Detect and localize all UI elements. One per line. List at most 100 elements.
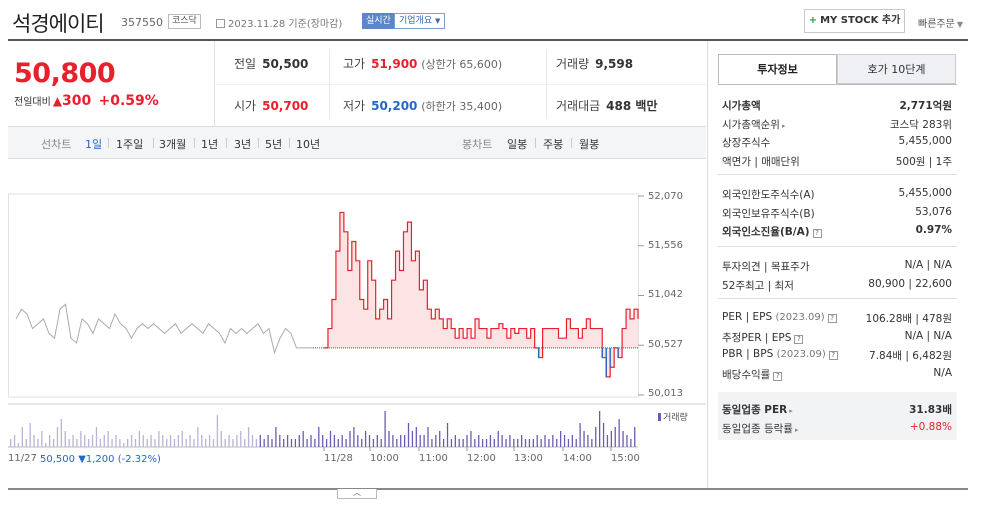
- volume-bar: [322, 435, 324, 447]
- base-date: 2023.11.28 기준(장마감): [216, 15, 342, 30]
- ind-per-label[interactable]: 동일업종 PER ▸: [722, 404, 793, 416]
- tab-1day[interactable]: 1일: [85, 138, 103, 151]
- volume-bar: [501, 435, 503, 447]
- volume-bar: [610, 431, 612, 447]
- volume-bar: [575, 439, 577, 447]
- tab-invest-info[interactable]: 투자정보: [718, 54, 837, 84]
- industry-box: [718, 392, 957, 440]
- volume-bar: [298, 435, 300, 447]
- volume-bar: [595, 427, 597, 447]
- info-row[interactable]: 동일업종 PER ▸ 31.83배: [722, 400, 954, 419]
- volume-bar: [630, 439, 632, 447]
- tab-1week[interactable]: 1주일: [116, 138, 144, 151]
- info-row[interactable]: 시가총액순위 ▸ 코스닥 283위: [722, 115, 954, 134]
- series-line-11-28: [324, 211, 639, 378]
- price-chart[interactable]: 52,070 51,556 51,042 50,527 50,013 거래량 1…: [8, 160, 706, 490]
- tab-daily[interactable]: 일봉: [507, 138, 528, 151]
- current-price-box: 50,800 전일대비 ▲300 +0.59%: [8, 41, 215, 126]
- tab-monthly[interactable]: 월봉: [579, 138, 600, 151]
- volume-bar: [528, 439, 531, 447]
- collapse-toggle-button[interactable]: ︿: [337, 489, 377, 499]
- series-area-11-28: [324, 212, 638, 377]
- volume-bar: [228, 435, 230, 447]
- divider: [718, 246, 957, 247]
- volume-bar: [60, 419, 63, 447]
- price-chart-svg: [8, 193, 706, 451]
- x-tick-label: 11/27: [8, 453, 37, 464]
- est-per-value: N/A | N/A: [904, 329, 952, 342]
- volume-bar: [212, 439, 215, 447]
- volume-bar: [474, 439, 476, 447]
- opinion-value: N/A | N/A: [904, 259, 952, 271]
- volume-bar: [520, 435, 523, 447]
- volume-bar: [540, 439, 542, 447]
- help-icon[interactable]: ?: [794, 334, 804, 344]
- foreign-ratio-label: 외국인소진율(B/A)?: [722, 224, 822, 239]
- tab-1year[interactable]: 1년: [201, 138, 219, 151]
- info-row[interactable]: 동일업종 등락률 ▸ +0.88%: [722, 419, 954, 438]
- open-value: 50,700: [262, 99, 309, 113]
- volume-bar: [532, 439, 534, 447]
- low-label: 저가: [343, 99, 366, 113]
- realtime-button[interactable]: 실시간: [362, 13, 395, 29]
- company-overview-dropdown[interactable]: 기업개요 ▼: [394, 13, 446, 29]
- stock-code: 357550: [121, 16, 163, 29]
- volume-bar: [524, 439, 527, 447]
- industry-section: 동일업종 PER ▸ 31.83배 동일업종 등락률 ▸ +0.88%: [722, 400, 954, 437]
- help-icon[interactable]: ?: [828, 351, 838, 360]
- tab-3year[interactable]: 3년: [234, 138, 252, 151]
- volume-bar: [458, 439, 460, 447]
- volume-bar: [400, 435, 402, 447]
- help-icon[interactable]: ?: [812, 229, 822, 238]
- quick-order-button[interactable]: 빠른주문 ▼: [918, 15, 963, 30]
- volume-bar: [185, 439, 187, 447]
- tab-orderbook-10[interactable]: 호가 10단계: [837, 54, 956, 84]
- volume-bar: [380, 439, 382, 447]
- volume-bar: [626, 435, 628, 447]
- tab-5year[interactable]: 5년: [265, 138, 283, 151]
- x-tick-label: 13:00: [514, 453, 543, 464]
- divider: [718, 298, 957, 299]
- volume-bar: [154, 439, 156, 447]
- volume-bar: [76, 439, 78, 447]
- volume-bar: [169, 435, 172, 447]
- info-row: 상장주식수 5,455,000: [722, 133, 954, 152]
- volume-bar: [361, 439, 363, 447]
- x-tick-label: 10:00: [370, 453, 399, 464]
- volume-bar: [634, 427, 636, 447]
- stock-name: 석경에이티: [12, 12, 105, 36]
- shares-label: 상장주식수: [722, 137, 771, 149]
- tab-10year[interactable]: 10년: [296, 138, 321, 151]
- volume-bar: [224, 439, 226, 447]
- foreign-hold-label: 외국인보유주식수(B): [722, 207, 815, 220]
- help-icon[interactable]: ?: [827, 314, 837, 323]
- volume-bar: [201, 435, 203, 447]
- per-label: PER | EPS (2023.09)?: [722, 311, 837, 323]
- help-icon[interactable]: ?: [773, 371, 783, 381]
- low-value: 50,200: [371, 99, 418, 113]
- volume-bar: [364, 431, 367, 447]
- volume-bar: [454, 435, 456, 447]
- line-chart-label: 선차트: [41, 138, 72, 151]
- plus-icon: +: [808, 15, 818, 26]
- series-line-11-27: [15, 303, 313, 355]
- ind-rate-label[interactable]: 동일업종 등락률 ▸: [722, 422, 799, 435]
- high-label: 고가: [343, 57, 366, 71]
- tab-weekly[interactable]: 주봉: [543, 138, 564, 151]
- volume-bar: [602, 423, 605, 447]
- volume-bar: [442, 439, 445, 447]
- volume-bar: [349, 431, 351, 447]
- mcap-rank-label[interactable]: 시가총액순위 ▸: [722, 118, 786, 131]
- divider: [718, 174, 957, 175]
- my-stock-add-button[interactable]: + MY STOCK 추가: [804, 9, 905, 33]
- valuation-section: PER | EPS (2023.09)? 106.28배 | 478원 추정PER…: [722, 309, 954, 383]
- tab-3month[interactable]: 3개월: [159, 138, 187, 151]
- tab-underline: [718, 84, 957, 85]
- my-stock-label: MY STOCK 추가: [820, 15, 901, 26]
- volume-bar: [372, 439, 375, 447]
- volume-bar: [91, 435, 94, 447]
- open-price: 시가 50,700: [234, 97, 308, 114]
- per-year: (2023.09): [775, 312, 825, 323]
- volume-bar: [579, 423, 581, 447]
- volume-bar: [493, 439, 495, 447]
